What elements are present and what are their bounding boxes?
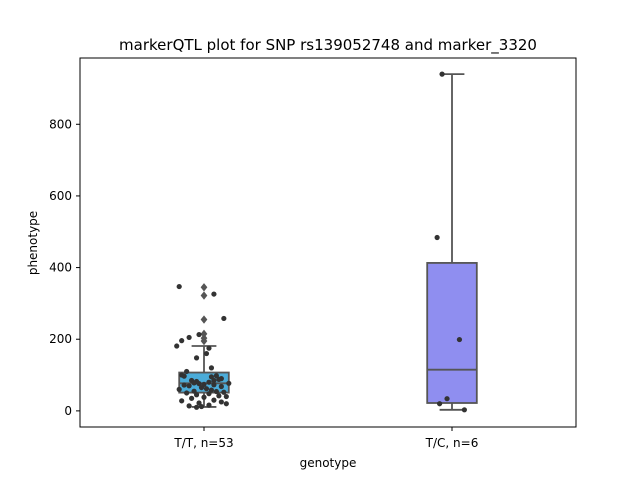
outlier-marker — [200, 336, 208, 346]
outlier-marker — [200, 329, 208, 339]
data-point — [191, 380, 197, 386]
data-point — [193, 392, 200, 398]
data-point — [203, 386, 210, 392]
data-point — [186, 334, 192, 341]
data-point — [218, 383, 224, 390]
data-point — [208, 365, 215, 371]
x-axis: T/T, n=53 T/C, n=6 — [173, 427, 478, 450]
x-axis-label: genotype — [300, 456, 357, 470]
y-tick-label: 800 — [49, 117, 72, 131]
x-tick-label: T/T, n=53 — [173, 436, 233, 450]
data-point — [226, 380, 232, 386]
y-tick-label: 0 — [64, 404, 72, 418]
data-point — [218, 399, 224, 405]
data-point — [221, 315, 227, 322]
data-point — [444, 396, 450, 402]
outlier-marker — [200, 291, 208, 300]
x-tick-label: T/C, n=6 — [425, 436, 479, 450]
data-point — [437, 401, 443, 407]
data-point — [186, 383, 192, 389]
outlier-marker — [200, 283, 208, 292]
box-group — [426, 71, 478, 413]
data-point — [211, 291, 217, 297]
data-point — [221, 389, 227, 395]
data-point — [196, 381, 202, 387]
data-point — [456, 336, 463, 343]
data-point — [184, 368, 190, 375]
data-point — [434, 234, 440, 241]
data-point — [196, 331, 202, 338]
data-point — [211, 377, 217, 384]
data-point — [223, 393, 229, 400]
data-point — [189, 395, 195, 401]
data-point — [206, 402, 212, 408]
data-point — [216, 393, 222, 399]
data-point — [461, 407, 467, 413]
data-point — [223, 401, 229, 407]
data-point — [216, 376, 222, 382]
data-point — [203, 350, 210, 357]
data-point — [174, 343, 180, 349]
data-point — [186, 403, 192, 409]
data-point — [198, 384, 205, 391]
y-axis: 0 200 400 600 800 — [49, 117, 80, 418]
data-point — [201, 394, 207, 400]
data-point — [176, 386, 182, 392]
y-tick-label: 200 — [49, 332, 72, 346]
y-tick-label: 400 — [49, 261, 72, 275]
data-point — [181, 382, 187, 388]
data-point — [211, 382, 217, 388]
outlier-marker — [200, 315, 208, 324]
chart-title: markerQTL plot for SNP rs139052748 and m… — [119, 36, 537, 55]
plot-frame — [79, 57, 577, 428]
data-point — [213, 388, 219, 395]
y-tick-label: 600 — [49, 189, 72, 203]
data-point — [193, 404, 200, 410]
data-point — [181, 373, 187, 379]
y-axis-label: phenotype — [26, 211, 40, 275]
data-point — [206, 345, 212, 351]
data-point — [198, 403, 205, 410]
data-point — [206, 391, 212, 397]
data-point — [211, 397, 217, 403]
data-point — [439, 71, 445, 77]
data-point — [184, 390, 190, 396]
box-group — [174, 283, 232, 410]
data-point — [206, 379, 212, 385]
data-point — [176, 283, 182, 290]
box-iqr — [426, 262, 478, 404]
data-point — [193, 355, 200, 361]
boxes-layer — [174, 71, 478, 413]
data-point — [179, 398, 185, 404]
data-point — [179, 338, 185, 344]
